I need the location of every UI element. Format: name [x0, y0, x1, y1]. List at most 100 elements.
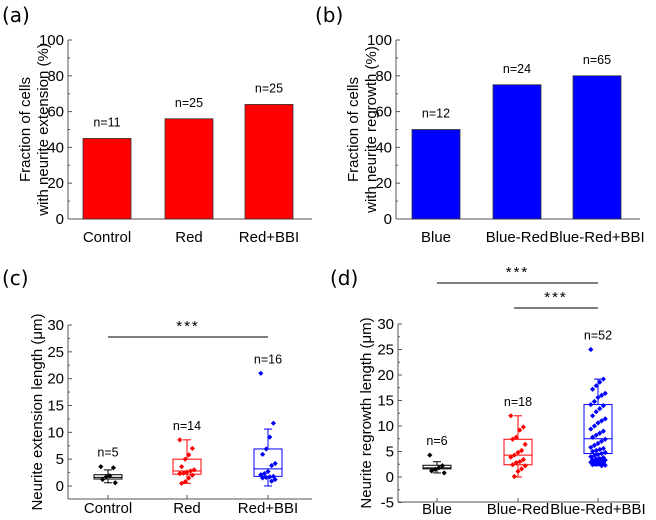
- y-tick-label: 20: [47, 371, 64, 388]
- data-point: [261, 471, 267, 477]
- bar: [164, 118, 214, 220]
- n-label: n=65: [583, 53, 611, 67]
- n-label: n=6: [426, 434, 447, 448]
- y-axis-label: Neurite extension length (μm): [29, 313, 46, 510]
- data-point: [591, 442, 597, 448]
- data-point: [602, 449, 608, 456]
- data-point: [180, 470, 186, 476]
- data-point: [182, 479, 188, 485]
- panel-label: (b): [315, 3, 343, 27]
- data-point: [599, 392, 605, 398]
- data-point: [270, 473, 276, 479]
- x-tick-label: Blue-Red+BBI: [550, 501, 645, 518]
- data-point: [593, 456, 599, 462]
- data-point: [591, 452, 597, 459]
- data-point: [522, 463, 528, 469]
- data-point: [186, 452, 192, 458]
- data-point: [520, 457, 526, 463]
- data-point: [189, 472, 195, 478]
- data-point: [189, 445, 195, 452]
- data-point: [515, 449, 521, 456]
- data-point: [112, 480, 118, 486]
- data-point: [593, 461, 599, 467]
- data-point: [429, 468, 435, 474]
- data-point: [590, 448, 596, 455]
- n-label: n=25: [255, 81, 283, 95]
- data-point: [515, 468, 521, 474]
- y-axis-label: Fraction of cells: [17, 77, 34, 182]
- data-point: [600, 445, 606, 452]
- data-point: [590, 434, 596, 440]
- data-point: [98, 464, 104, 470]
- y-tick-label: 0: [386, 469, 394, 486]
- data-point: [182, 456, 188, 462]
- x-tick-label: Blue-Red: [487, 501, 550, 518]
- significance-label: ***: [544, 289, 568, 306]
- y-tick-label: 40: [375, 139, 392, 156]
- data-point: [591, 423, 597, 429]
- data-point: [441, 470, 447, 476]
- data-point: [267, 434, 273, 440]
- data-point: [597, 406, 603, 412]
- data-point: [263, 474, 269, 481]
- n-label: n=14: [173, 419, 201, 433]
- data-point: [597, 430, 603, 436]
- data-point: [439, 463, 445, 469]
- data-point: [177, 471, 183, 477]
- data-point: [272, 476, 278, 483]
- y-tick-label: 25: [377, 342, 394, 359]
- data-point: [258, 370, 264, 376]
- data-point: [590, 386, 596, 392]
- box: [93, 474, 123, 480]
- box: [503, 438, 533, 466]
- y-tick-label: 100: [367, 32, 392, 49]
- n-label: n=12: [422, 107, 450, 121]
- data-point: [597, 379, 603, 385]
- data-point: [599, 418, 605, 424]
- data-point: [269, 478, 275, 484]
- data-point: [513, 434, 519, 440]
- n-label: n=52: [584, 329, 612, 343]
- data-point: [599, 463, 605, 469]
- data-point: [263, 446, 269, 452]
- y-tick-label: 15: [377, 393, 394, 410]
- data-point: [600, 460, 606, 466]
- y-axis-label: with neurite regrowth (%): [363, 46, 380, 214]
- data-point: [265, 468, 271, 475]
- y-tick-label: 20: [375, 175, 392, 192]
- data-point: [595, 394, 601, 401]
- data-point: [513, 460, 519, 466]
- y-tick-label: 15: [47, 398, 64, 415]
- x-tick-label: Control: [84, 500, 132, 517]
- x-tick-label: Blue: [421, 229, 451, 246]
- data-point: [508, 454, 514, 460]
- bar: [82, 138, 132, 220]
- data-point: [517, 427, 523, 433]
- n-label: n=11: [93, 115, 120, 129]
- x-tick-label: Red+BBI: [238, 500, 298, 517]
- x-tick-label: Control: [83, 229, 131, 246]
- y-tick-label: 20: [47, 175, 64, 192]
- data-point: [593, 383, 599, 389]
- data-point: [595, 440, 601, 446]
- data-point: [519, 466, 525, 472]
- data-point: [522, 441, 528, 447]
- data-point: [599, 450, 605, 457]
- data-point: [179, 464, 185, 470]
- data-point: [599, 438, 605, 444]
- y-tick-label: 100: [39, 32, 64, 49]
- data-point: [511, 452, 517, 458]
- x-tick-label: Red: [175, 229, 203, 246]
- data-point: [600, 376, 606, 382]
- y-tick-label: 0: [56, 211, 64, 228]
- bar: [492, 84, 542, 220]
- data-point: [510, 436, 516, 442]
- panel-label: (c): [2, 266, 29, 290]
- n-label: n=24: [503, 62, 531, 76]
- data-point: [511, 473, 517, 480]
- data-point: [590, 462, 596, 468]
- x-tick-label: Red+BBI: [239, 229, 299, 246]
- data-point: [508, 413, 514, 419]
